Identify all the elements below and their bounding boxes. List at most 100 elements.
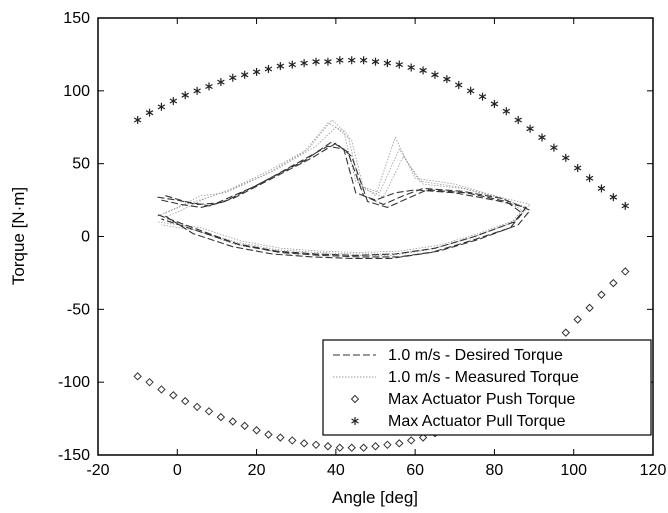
pull-torque-marker — [205, 82, 213, 91]
push-torque-marker — [228, 417, 237, 426]
push-torque-marker — [299, 439, 309, 448]
asterisk-stroke — [288, 62, 297, 68]
push-torque-marker — [359, 443, 368, 452]
pull-torque-marker — [157, 102, 166, 111]
pull-torque-marker — [169, 97, 178, 106]
pull-torque-marker — [538, 133, 546, 142]
asterisk-stroke — [514, 117, 522, 123]
asterisk-stroke — [336, 57, 344, 63]
asterisk-stroke — [359, 57, 368, 63]
asterisk-stroke — [431, 72, 439, 78]
push-torque-marker — [585, 303, 594, 313]
push-torque-marker — [216, 412, 226, 422]
asterisk-stroke — [276, 63, 285, 69]
pull-torque-marker — [193, 86, 201, 95]
desired-torque-line — [165, 142, 523, 259]
desired-torque-line — [157, 145, 528, 256]
asterisk-stroke — [193, 88, 201, 94]
pull-torque-marker — [133, 115, 142, 124]
pull-torque-marker — [252, 67, 261, 76]
push-torque-marker — [323, 442, 333, 451]
pull-torque-marker — [454, 81, 463, 90]
pull-torque-marker — [181, 91, 189, 100]
pull-torque-marker — [336, 56, 344, 65]
pull-torque-marker — [597, 184, 606, 193]
push-torque-marker — [573, 315, 582, 324]
legend: 1.0 m/s - Desired Torque 1.0 m/s - Measur… — [322, 339, 652, 436]
push-torque-marker — [169, 391, 178, 400]
push-torque-marker — [371, 442, 380, 451]
asterisk-stroke — [240, 72, 249, 78]
push-torque-marker — [609, 278, 618, 288]
x-axis-label: Angle [deg] — [332, 488, 418, 507]
asterisk-stroke — [597, 185, 606, 191]
asterisk-stroke — [502, 108, 511, 114]
pull-torque-marker — [502, 107, 511, 116]
x-tick-label: 40 — [327, 462, 345, 479]
push-torque-marker — [252, 426, 261, 435]
asterisk-stroke — [395, 62, 404, 68]
pull-torque-marker — [359, 56, 368, 65]
asterisk-stroke — [490, 101, 499, 107]
asterisk-stroke — [205, 83, 213, 89]
asterisk-stroke — [538, 134, 546, 140]
asterisk-stroke — [217, 79, 225, 85]
pull-torque-marker — [264, 64, 273, 73]
push-torque-marker — [145, 377, 154, 387]
asterisk-stroke — [145, 110, 154, 116]
push-torque-marker — [418, 433, 428, 442]
asterisk-stroke — [252, 69, 261, 75]
y-tick-label: -100 — [58, 374, 90, 391]
push-torque-marker — [395, 439, 404, 448]
push-torque-marker — [181, 396, 190, 406]
legend-swatch-pull — [351, 417, 359, 425]
measured-torque-line — [157, 122, 531, 253]
asterisk-stroke — [347, 57, 356, 63]
pull-torque-marker — [288, 60, 297, 69]
x-tick-label: 120 — [640, 462, 667, 479]
pull-torque-marker — [407, 63, 415, 72]
pull-torque-marker — [276, 62, 285, 71]
asterisk-stroke — [443, 76, 451, 82]
pull-torque-marker — [490, 99, 499, 108]
pull-torque-marker — [550, 143, 558, 152]
pull-torque-marker — [573, 164, 582, 173]
x-tick-label: 60 — [406, 462, 424, 479]
asterisk-stroke — [478, 94, 487, 100]
pull-torque-marker — [514, 115, 522, 124]
legend-box — [322, 339, 652, 436]
push-torque-marker — [621, 267, 630, 276]
asterisk-stroke — [585, 175, 594, 181]
pull-torque-marker — [312, 57, 320, 66]
y-tick-label: 100 — [63, 83, 90, 100]
x-tick-label: 0 — [173, 462, 182, 479]
pull-torque-marker — [217, 78, 225, 87]
pull-torque-marker — [431, 70, 439, 79]
pull-torque-marker — [443, 75, 451, 84]
axis-ticks: -20 0 20 40 60 80 100 120 -150 -100 -50 0 50 100 150 — [58, 10, 666, 479]
asterisk-stroke — [264, 66, 273, 72]
measured-torque-line — [161, 119, 527, 255]
y-tick-label: -150 — [58, 447, 90, 464]
push-torque-marker — [597, 290, 606, 299]
legend-label: 1.0 m/s - Measured Torque — [388, 369, 579, 386]
pull-torque-marker — [395, 60, 404, 69]
push-torque-marker — [335, 443, 345, 452]
asterisk-stroke — [550, 145, 558, 151]
push-torque-marker — [192, 402, 202, 412]
push-torque-marker — [240, 421, 249, 431]
pull-torque-marker — [478, 92, 487, 101]
legend-label: Max Actuator Pull Torque — [388, 413, 566, 430]
asterisk-stroke — [169, 98, 178, 104]
asterisk-stroke — [383, 60, 392, 66]
pull-torque-marker — [419, 66, 427, 75]
x-tick-label: -20 — [86, 462, 109, 479]
x-tick-label: 20 — [248, 462, 266, 479]
asterisk-stroke — [419, 67, 427, 73]
y-tick-label: 50 — [72, 156, 90, 173]
pull-torque-marker — [371, 57, 380, 66]
asterisk-stroke — [526, 126, 534, 132]
push-torque-marker — [157, 385, 166, 394]
push-torque-marker — [133, 372, 142, 381]
